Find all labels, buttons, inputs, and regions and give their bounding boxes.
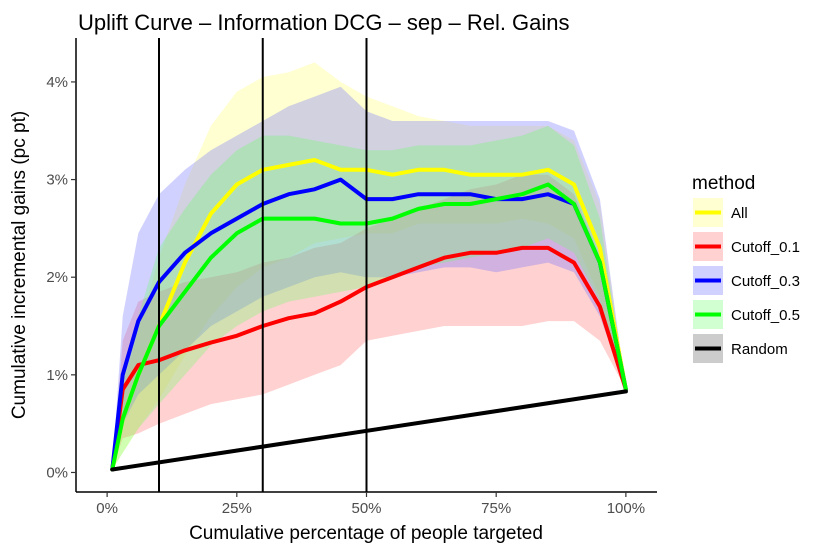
series-lines	[110, 158, 628, 472]
y-tick-label: 1%	[46, 367, 68, 384]
x-tick-label: 100%	[607, 500, 645, 517]
legend-label-cutoff-0-5: Cutoff_0.5	[731, 307, 800, 324]
confidence-bands	[112, 62, 626, 470]
x-axis-title: Cumulative percentage of people targeted	[189, 523, 543, 544]
y-tick-label: 4%	[46, 74, 68, 91]
x-tick-label: 50%	[351, 500, 381, 517]
band-cutoff-0-5	[112, 125, 626, 470]
y-tick-label: 0%	[46, 464, 68, 481]
x-tick-label: 25%	[222, 500, 252, 517]
x-axis-ticks: 0% 25% 50% 75% 100%	[96, 492, 645, 517]
line-random	[110, 389, 628, 472]
legend-label-all: All	[731, 205, 748, 222]
y-axis-title: Cumulative incremental gains (pc pt)	[9, 111, 30, 419]
legend-label-cutoff-0-1: Cutoff_0.1	[731, 239, 800, 256]
legend-label-random: Random	[731, 341, 788, 358]
line-cutoff-0-1	[110, 245, 628, 472]
chart-title: Uplift Curve – Information DCG – sep – R…	[78, 10, 570, 35]
legend-label-cutoff-0-3: Cutoff_0.3	[731, 273, 800, 290]
band-cutoff-0-1	[112, 174, 626, 470]
y-axis-ticks: 0% 1% 2% 3% 4%	[46, 74, 76, 481]
y-tick-label: 3%	[46, 172, 68, 189]
line-cutoff-0-3	[110, 177, 628, 472]
y-tick-label: 2%	[46, 269, 68, 286]
legend: method All Cutoff_0.1 Cutoff_0.3 Cutoff_0.5…	[692, 173, 800, 363]
legend-title: method	[692, 173, 755, 194]
x-tick-label: 0%	[96, 500, 118, 517]
line-cutoff-0-5	[110, 182, 628, 472]
band-all	[112, 62, 626, 470]
cutoff-lines	[158, 38, 368, 492]
x-tick-label: 75%	[481, 500, 511, 517]
line-all	[110, 158, 628, 472]
